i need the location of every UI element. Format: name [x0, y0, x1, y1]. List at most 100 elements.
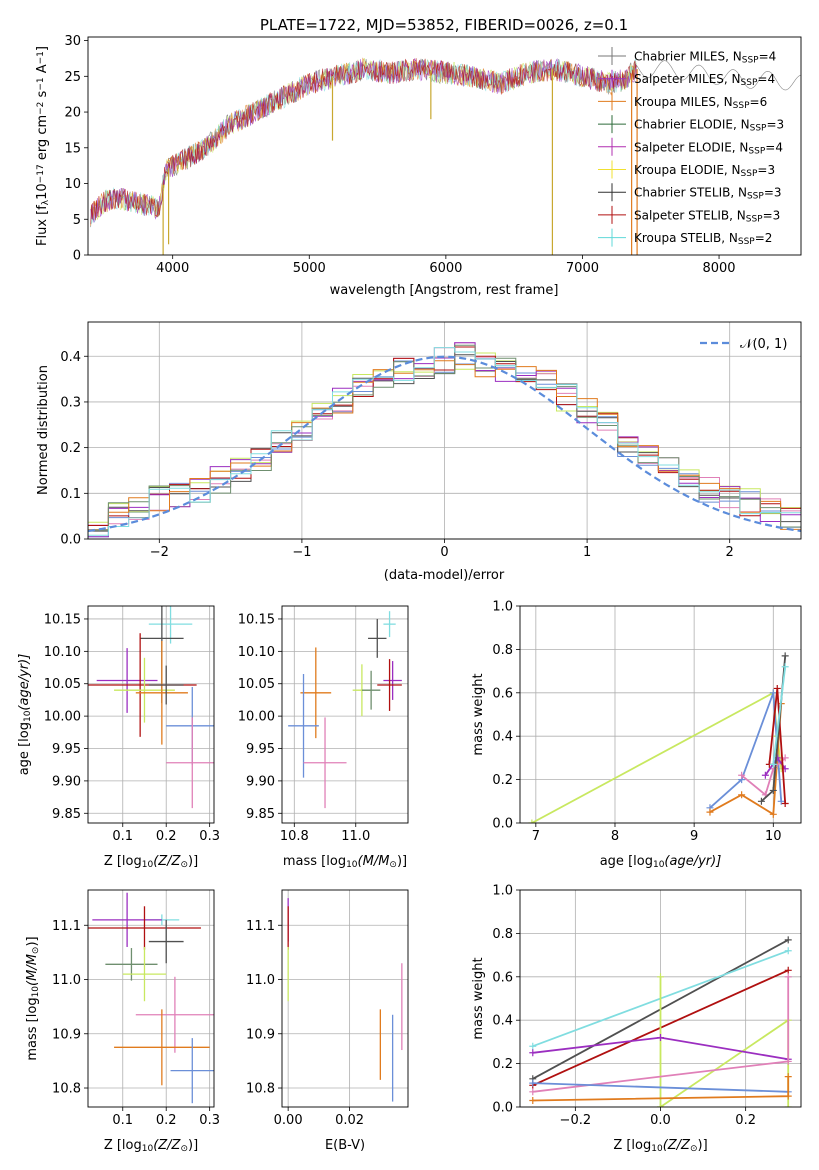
x-tick-label: 0.1 — [112, 829, 133, 844]
legend-entry-label-part: =3 — [766, 118, 784, 132]
metallicity-x-label-part: 10 — [142, 860, 154, 870]
spectrum-y-label: Flux [fλ10−17 erg cm−2 s−1 A−1] — [35, 46, 51, 246]
plot-area — [88, 342, 801, 539]
plot-area — [88, 892, 214, 1104]
y-tick-label: 10.15 — [238, 612, 275, 627]
metallicity-x-label-part: (Z/Z — [153, 854, 181, 869]
y-tick-label: 0.4 — [492, 1014, 513, 1029]
legend-entry-label-part: SSP — [747, 192, 764, 202]
x-tick-label: 1 — [583, 545, 591, 560]
x-tick-label: 2 — [726, 545, 734, 560]
legend-entry-label-part: SSP — [741, 78, 758, 88]
marker-plus — [769, 810, 777, 818]
weight-y-label: mass weight — [471, 957, 486, 1039]
legend-entry-label-part: SSP — [742, 56, 759, 66]
axes-frame — [87, 321, 802, 540]
legend-entry-label: Salpeter ELODIE, NSSP=4 — [634, 140, 783, 156]
y-tick-label: 5 — [73, 213, 81, 228]
spectrum-y-label-part: −2 — [36, 102, 46, 115]
marker-plus — [657, 1034, 664, 1042]
y-tick-label: 10.00 — [44, 710, 81, 725]
marker-plus — [657, 973, 664, 981]
y-tick-label: 10.9 — [246, 1027, 275, 1042]
marker-plus — [529, 1096, 537, 1104]
y-tick-label: 0.6 — [492, 970, 513, 985]
spectrum-model-line — [90, 58, 637, 225]
marker-plus — [529, 1088, 537, 1096]
marker-plus — [769, 689, 777, 697]
weight-metallicity-x-label-part: ⊙ — [690, 1144, 698, 1154]
weight-series-line — [741, 757, 786, 797]
weight-metallicity-x-label-part: 10 — [651, 1144, 663, 1154]
figure-title: PLATE=1722, MJD=53852, FIBERID=0026, z=0… — [260, 16, 628, 34]
weight-y-label: mass weight — [471, 673, 486, 755]
y-tick-label: 1.0 — [492, 884, 513, 899]
y-tick-label: 30 — [64, 34, 81, 49]
weight-metallicity-x-label: Z [log10(Z/Z⊙)] — [613, 1138, 707, 1154]
y-tick-label: 9.85 — [52, 807, 81, 822]
legend-entry-label: Salpeter STELIB, NSSP=3 — [634, 208, 780, 224]
y-tick-label: 20 — [64, 106, 81, 121]
axes-frame — [519, 889, 802, 1108]
axes-frame — [87, 605, 215, 824]
legend-entry-label-part: Kroupa ELODIE, N — [634, 163, 741, 177]
y-tick-label: 10.05 — [238, 677, 275, 692]
y-tick-label: 9.90 — [52, 774, 81, 789]
y-tick-label: 10.15 — [44, 612, 81, 627]
mass-y-label-part: (M/M — [25, 954, 40, 986]
histogram-y-label: Normed distribution — [36, 365, 51, 495]
y-tick-label: 9.95 — [52, 742, 81, 757]
legend-entry-label-part: SSP — [750, 124, 767, 134]
x-tick-label: 0.2 — [156, 829, 177, 844]
y-tick-label: 10.9 — [52, 1027, 81, 1042]
y-tick-label: 10.00 — [238, 710, 275, 725]
marker-plus — [784, 966, 792, 974]
x-tick-label: −2 — [150, 545, 169, 560]
weight-metallicity-x-label-part: )] — [698, 1138, 708, 1153]
legend-entry-label-part: SSP — [741, 169, 758, 179]
legend-entry-label-part: Chabrier STELIB, N — [634, 186, 747, 200]
marker-plus — [784, 973, 792, 981]
weight-series-line — [532, 1082, 789, 1093]
mass-y-label-part: mass [log — [25, 997, 40, 1060]
y-tick-label: 0.2 — [60, 441, 81, 456]
x-tick-label: 0.00 — [274, 1113, 303, 1128]
marker-plus — [769, 786, 777, 794]
weight-age-x-label-part: 10 — [653, 860, 665, 870]
x-tick-label: 10.8 — [280, 829, 309, 844]
axes-frame — [281, 605, 409, 824]
marker-plus — [529, 1042, 537, 1050]
marker-plus — [784, 1073, 792, 1081]
legend-entry-label-part: Salpeter MILES, N — [634, 72, 741, 86]
metallicity-x-label-part: Z [log — [104, 854, 142, 869]
y-tick-label: 0 — [73, 249, 81, 264]
marker-plus — [784, 936, 792, 944]
spectrum-y-label-part: λ — [41, 199, 51, 205]
metallicity-x-label: Z [log10(Z/Z⊙)] — [104, 854, 198, 870]
metallicity-x-label-part: )] — [188, 1138, 198, 1153]
x-tick-label: 8000 — [702, 261, 735, 276]
y-tick-label: 11.0 — [246, 973, 275, 988]
weight-metallicity-x-label-part: (Z/Z — [663, 1138, 691, 1153]
mass-x-label-part: mass [log — [283, 854, 346, 869]
metallicity-x-label-part: ⊙ — [180, 860, 188, 870]
marker-plus — [777, 797, 785, 805]
age-y-label-part: (age/yr)] — [17, 654, 32, 711]
x-tick-label: 11.0 — [341, 829, 370, 844]
mass-vs-ebv-panel: 0.00 0.02 10.8 10.9 11.0 11.1 E(B-V) — [246, 889, 409, 1153]
spectrum-y-label-part: 10 — [35, 183, 50, 200]
spectrum-y-label-part: A — [35, 64, 50, 77]
axes-frame — [281, 889, 409, 1108]
legend-entry-label: Chabrier ELODIE, NSSP=3 — [634, 118, 784, 134]
age-y-label: age [log10(age/yr)] — [17, 654, 33, 776]
marker-plus — [781, 652, 789, 660]
legend-entry-label-part: Kroupa MILES, N — [634, 95, 733, 109]
legend-entry-label: Kroupa ELODIE, NSSP=3 — [634, 163, 775, 179]
marker-plus — [784, 947, 792, 955]
y-tick-label: 10.10 — [44, 645, 81, 660]
spectrum-model-line — [90, 58, 637, 220]
legend-entry-label-part: Salpeter ELODIE, N — [634, 140, 748, 154]
